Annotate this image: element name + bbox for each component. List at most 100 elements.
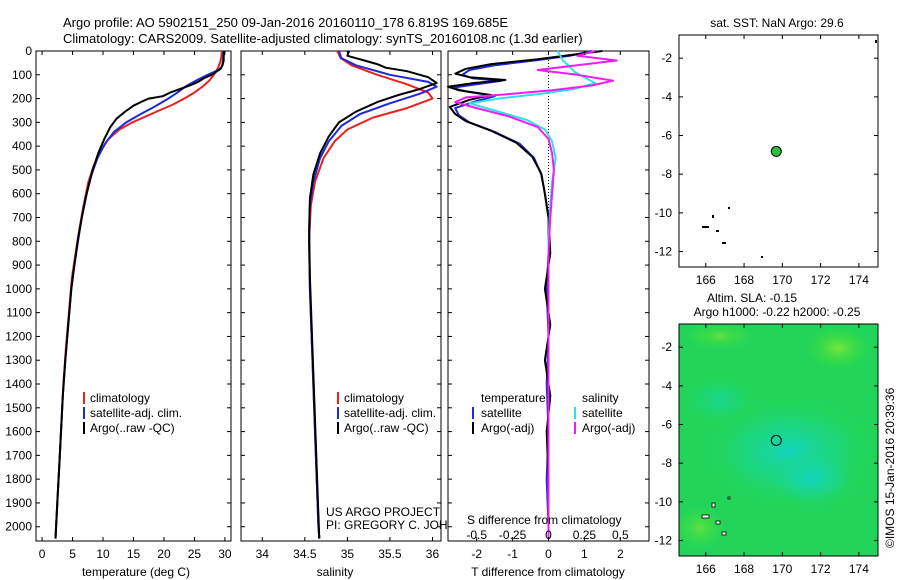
depth-tick-label: 800 <box>12 234 32 248</box>
legend-label-sal-argo: Argo(-adj) <box>582 421 635 435</box>
x-tick-label: 35 <box>341 547 355 561</box>
legend-label-sal-satellite: satellite <box>582 406 623 420</box>
sla-anomaly-high <box>684 324 756 350</box>
lat-tick-label: -4 <box>661 90 672 104</box>
sla-heatmap <box>679 324 878 556</box>
lat-tick-label: -6 <box>661 129 672 143</box>
lon-tick-label: 166 <box>696 273 716 287</box>
salinity-plot-frame <box>240 50 442 542</box>
series-line-argo-raw-qc <box>54 50 226 539</box>
sla-map-coastlines <box>701 496 731 536</box>
legend-label-satellite-adj: satellite-adj. clim. <box>90 406 182 420</box>
x-tick-label: 0 <box>39 547 46 561</box>
imos-watermark: ©IMOS 15-Jan-2016 20:39:36 <box>883 387 897 548</box>
island-marker <box>722 242 726 244</box>
sla-anomaly-high <box>679 506 726 550</box>
legend-label-temp-satellite: satellite <box>481 406 522 420</box>
legend-label-satellite-adj: satellite-adj. clim. <box>344 406 436 420</box>
figure-title-line2: Climatology: CARS2009. Satellite-adjuste… <box>63 31 583 46</box>
sst-map-panel: sat. SST: NaN Argo: 29.6 166 168 170 172 174… <box>655 16 879 287</box>
depth-tick-label: 1800 <box>5 472 32 486</box>
x-tick-label: 5 <box>69 547 76 561</box>
lon-tick-label: 168 <box>734 562 754 576</box>
lon-tick-label: 170 <box>772 273 792 287</box>
sst-map-coastlines <box>702 40 877 258</box>
lon-tick-label: 166 <box>696 562 716 576</box>
depth-tick-label: 900 <box>12 258 32 272</box>
x2-tick-label: 0 <box>545 528 552 542</box>
lat-tick-label: -12 <box>655 245 673 259</box>
depth-tick-label: 1400 <box>5 377 32 391</box>
depth-tick-label: 400 <box>12 139 32 153</box>
figure-title-line1: Argo profile: AO 5902151_250 09-Jan-2016… <box>63 15 508 30</box>
lon-tick-label: 172 <box>811 562 831 576</box>
x-tick-label: -2 <box>471 547 482 561</box>
series-line-salinity-argo-adj <box>454 50 618 539</box>
x-tick-label: 30 <box>218 547 232 561</box>
island-marker <box>728 207 730 209</box>
lat-tick-label: -2 <box>661 340 672 354</box>
x-tick-label: 0 <box>545 547 552 561</box>
legend-label-temp-argo: Argo(-adj) <box>481 421 534 435</box>
x2-tick-label: 0.25 <box>573 528 597 542</box>
x2-tick-label: -0.5 <box>466 528 487 542</box>
sla-anomaly-high <box>806 326 870 370</box>
sst-map-title: sat. SST: NaN Argo: 29.6 <box>710 16 844 30</box>
legend-label-argo: Argo(..raw -QC) <box>344 421 429 435</box>
lon-tick-label: 170 <box>772 562 792 576</box>
x-tick-label: 34 <box>256 547 270 561</box>
legend-heading-salinity: salinity <box>582 391 619 405</box>
legend-label-argo: Argo(..raw -QC) <box>90 421 175 435</box>
x-tick-label: 25 <box>188 547 202 561</box>
difference-legend: temperature salinity satellite Argo(-adj… <box>472 391 635 435</box>
legend-label-climatology: climatology <box>344 391 404 405</box>
island-marker <box>721 531 727 536</box>
lat-tick-label: -10 <box>655 206 673 220</box>
temperature-plot-frame <box>35 50 232 542</box>
island-marker <box>701 514 710 519</box>
lon-tick-label: 168 <box>734 273 754 287</box>
depth-tick-label: 300 <box>12 115 32 129</box>
x-tick-label: 36 <box>426 547 440 561</box>
island-marker <box>716 230 719 232</box>
salinity-panel: 34 34.5 35 35.5 36 salinity climatology sate… <box>240 50 482 579</box>
island-marker <box>727 496 731 500</box>
sla-anomaly-low <box>768 448 856 508</box>
depth-tick-label: 1700 <box>5 448 32 462</box>
x-tick-label: 10 <box>96 547 110 561</box>
series-line-temperature-argo-adj <box>447 50 603 539</box>
salinity-legend: climatology satellite-adj. clim. Argo(..… <box>337 391 436 435</box>
depth-tick-label: 200 <box>12 92 32 106</box>
lat-tick-label: -6 <box>661 418 672 432</box>
difference-panel: -2 -1 0 1 2 -0.5 -0.25 0 0.25 0.5 S difference f… <box>447 50 650 579</box>
depth-tick-label: 1900 <box>5 496 32 510</box>
depth-tick-label: 600 <box>12 187 32 201</box>
sla-map-title-line2: Argo h1000: -0.22 h2000: -0.25 <box>694 305 861 319</box>
x2-tick-label: 0.5 <box>612 528 629 542</box>
x-tick-label: -1 <box>507 547 518 561</box>
depth-tick-label: 1600 <box>5 425 32 439</box>
depth-tick-label: 2000 <box>5 520 32 534</box>
credit-pi: PI: GREGORY C. JOHNSON <box>326 518 482 532</box>
argo-float-marker <box>770 434 782 446</box>
island-marker <box>711 502 716 508</box>
depth-tick-label: 1300 <box>5 353 32 367</box>
temperature-legend: climatology satellite-adj. clim. Argo(..… <box>83 391 182 435</box>
x-tick-label: 15 <box>127 547 141 561</box>
lat-tick-label: -10 <box>655 495 673 509</box>
legend-label-climatology: climatology <box>90 391 150 405</box>
depth-tick-label: 500 <box>12 163 32 177</box>
depth-tick-label: 1500 <box>5 401 32 415</box>
x2-tick-label: -0.25 <box>499 528 527 542</box>
x-tick-label: 34.5 <box>293 547 317 561</box>
depth-tick-label: 1200 <box>5 329 32 343</box>
sla-map-panel: Altim. SLA: -0.15 Argo h1000: -0.22 h200… <box>655 291 879 576</box>
lat-tick-label: -2 <box>661 51 672 65</box>
depth-tick-label: 0 <box>25 44 32 58</box>
sla-anomaly-low <box>686 378 754 422</box>
legend-heading-temperature: temperature <box>481 391 546 405</box>
island-marker <box>715 520 721 525</box>
credit-project: US ARGO PROJECT <box>326 505 441 519</box>
x-tick-label: 35.5 <box>378 547 402 561</box>
